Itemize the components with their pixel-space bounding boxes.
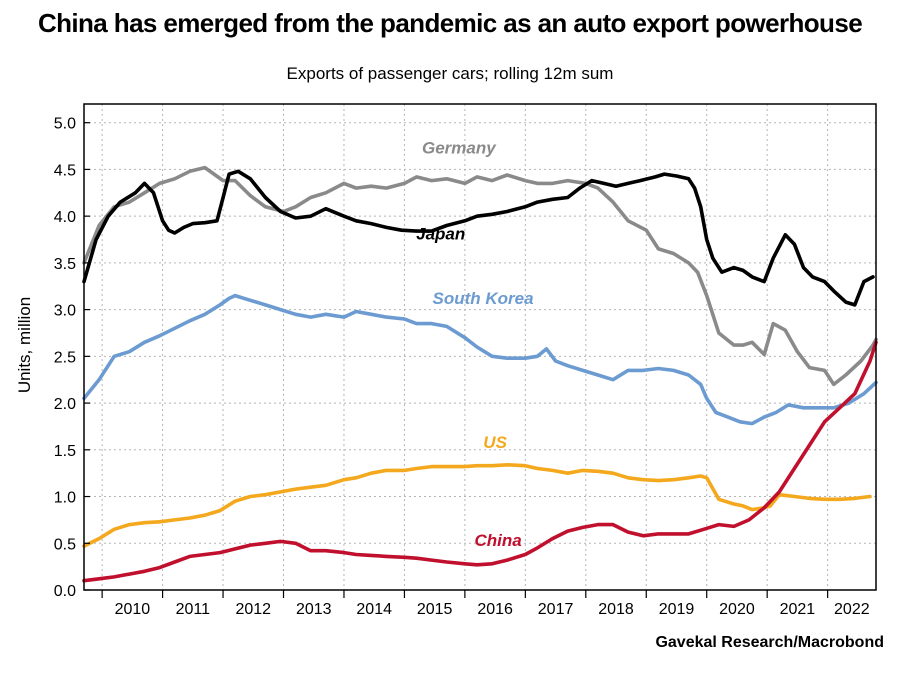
series-line-south-korea — [82, 293, 878, 426]
series-line-china — [82, 340, 878, 583]
series-label-china: China — [475, 531, 522, 550]
series-label-germany: Germany — [422, 139, 497, 158]
y-tick-label: 0.5 — [54, 536, 76, 553]
chart-title: China has emerged from the pandemic as a… — [37, 8, 863, 38]
y-axis: 0.0 0.5 1.0 1.5 2.0 2.5 3.0 3.5 4.0 4.5 5.0 — [54, 116, 90, 600]
y-tick-label: 4.5 — [54, 162, 76, 179]
series-lines — [82, 165, 878, 583]
x-tick-label: 2016 — [477, 601, 513, 618]
series-label-south-korea: South Korea — [432, 289, 533, 308]
series-line-japan — [82, 169, 875, 307]
y-tick-label: 2.5 — [54, 349, 76, 366]
y-axis-label: Units, million — [15, 297, 34, 393]
x-tick-label: 2021 — [780, 601, 816, 618]
x-tick-label: 2018 — [598, 601, 634, 618]
y-tick-label: 1.0 — [54, 490, 76, 507]
x-axis: 2010 2011 2012 2013 2014 2015 2016 2017 2018 2019… — [101, 590, 870, 618]
y-tick-label: 2.0 — [54, 396, 76, 413]
x-tick-label: 2011 — [176, 601, 211, 618]
y-tick-label: 5.0 — [54, 116, 76, 133]
series-line-germany — [82, 165, 878, 387]
y-tick-label: 3.0 — [54, 303, 76, 320]
x-tick-label: 2012 — [235, 601, 271, 618]
y-tick-label: 3.5 — [54, 256, 76, 273]
y-tick-label: 1.5 — [54, 443, 76, 460]
x-tick-label: 2022 — [834, 601, 870, 618]
x-tick-label: 2019 — [659, 601, 695, 618]
x-tick-label: 2013 — [296, 601, 332, 618]
y-tick-label: 0.0 — [54, 583, 76, 600]
plot-frame — [83, 103, 877, 591]
x-tick-label: 2020 — [719, 601, 755, 618]
series-label-us: US — [483, 433, 507, 452]
source-note: Gavekal Research/Macrobond — [655, 634, 884, 651]
y-tick-label: 4.0 — [54, 209, 76, 226]
series-labels: Germany Japan South Korea US China — [416, 139, 533, 551]
chart-subtitle: Exports of passenger cars; rolling 12m s… — [286, 64, 614, 83]
series-line-us — [82, 462, 872, 548]
x-tick-label: 2015 — [417, 601, 453, 618]
x-tick-label: 2014 — [356, 601, 392, 618]
x-tick-label: 2010 — [115, 601, 151, 618]
series-label-japan: Japan — [416, 225, 465, 244]
x-tick-label: 2017 — [538, 601, 574, 618]
